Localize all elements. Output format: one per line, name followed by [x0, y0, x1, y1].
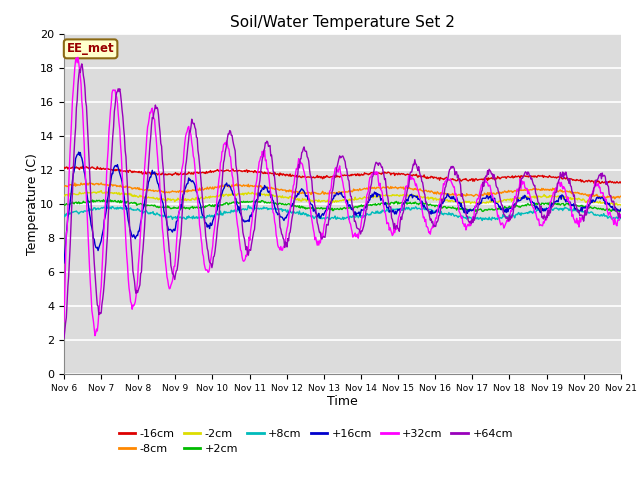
X-axis label: Time: Time — [327, 395, 358, 408]
Legend: -16cm, -8cm, -2cm, +2cm, +8cm, +16cm, +32cm, +64cm: -16cm, -8cm, -2cm, +2cm, +8cm, +16cm, +3… — [114, 424, 518, 459]
Text: EE_met: EE_met — [67, 42, 115, 55]
Title: Soil/Water Temperature Set 2: Soil/Water Temperature Set 2 — [230, 15, 455, 30]
Y-axis label: Temperature (C): Temperature (C) — [26, 153, 39, 255]
